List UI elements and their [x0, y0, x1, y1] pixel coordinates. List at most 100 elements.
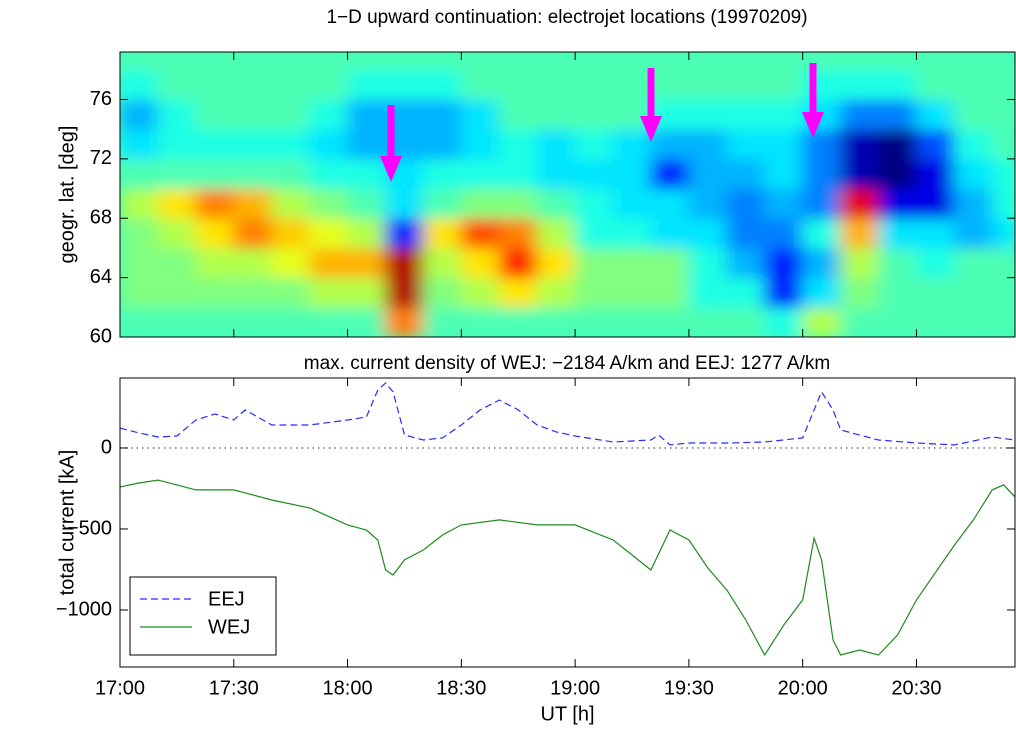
heatmap-cell [764, 277, 804, 308]
x-tick-label: 20:00 [778, 677, 828, 699]
heatmap-cell [498, 128, 538, 160]
heatmap-cell [347, 188, 387, 219]
heatmap-cell [309, 247, 349, 279]
heatmap-cell [915, 69, 955, 100]
heatmap-cell [574, 188, 614, 219]
plot-frame [119, 377, 1016, 668]
heatmap-cell [726, 99, 766, 130]
heatmap-cell [385, 69, 424, 100]
heatmap-cell [802, 247, 842, 279]
heatmap-cell [385, 52, 424, 71]
heatmap-cell [574, 69, 614, 100]
heatmap-cell [764, 188, 804, 219]
heatmap-cell [877, 52, 917, 71]
heatmap-cell [233, 99, 273, 130]
y-axis-label: total current [kA] [56, 450, 78, 596]
heatmap-cell [612, 306, 652, 337]
heatmap-cell [347, 277, 387, 308]
x-tick-label: 20:30 [891, 677, 941, 699]
legend-box [129, 576, 277, 656]
heatmap-cell [498, 69, 538, 100]
heatmap-cell [612, 277, 652, 308]
heatmap-cell [536, 52, 576, 71]
heatmap-cell [802, 52, 842, 71]
heatmap-cell [309, 128, 349, 160]
heatmap-cell [309, 188, 349, 219]
arrow-head [640, 116, 662, 142]
heatmap-cell [877, 158, 917, 190]
heatmap-cell [422, 247, 462, 279]
heatmap-cell [498, 158, 538, 190]
heatmap-cell [271, 277, 311, 308]
heatmap-cell [271, 69, 311, 100]
heatmap-cell [347, 158, 387, 190]
x-tick-label: 17:30 [209, 677, 259, 699]
heatmap-cell [574, 158, 614, 190]
heatmap-cell [460, 306, 500, 337]
heatmap-cell [726, 188, 766, 219]
heatmap-cell [460, 247, 500, 279]
heatmap-cell [536, 277, 576, 308]
y-tick-label: 0 [101, 436, 112, 458]
heatmap-cell [991, 52, 1015, 71]
heatmap-cell [309, 69, 349, 100]
heatmap-cell [195, 158, 235, 190]
heatmap-cell [309, 158, 349, 190]
heatmap-cell [764, 306, 804, 337]
heatmap-cell [877, 188, 917, 219]
heatmap-cell [991, 277, 1015, 308]
heatmap-cell [953, 99, 993, 130]
heatmap-cell [422, 99, 462, 130]
heatmap-cell [120, 128, 159, 160]
heatmap-cell [120, 306, 159, 337]
heatmap-cell [650, 52, 690, 71]
legend-label: WEJ [208, 616, 250, 638]
heatmap-cell [195, 128, 235, 160]
heatmap-cell [877, 277, 917, 308]
heatmap-cell [802, 277, 842, 308]
heatmap-cell [991, 217, 1015, 249]
heatmap-cell [347, 128, 387, 160]
heatmap-cell [460, 99, 500, 130]
heatmap-cell [157, 188, 197, 219]
heatmap-cell [915, 306, 955, 337]
heatmap-cell [612, 158, 652, 190]
heatmap-cell [498, 188, 538, 219]
heatmap-cell [536, 69, 576, 100]
heatmap-cell [157, 247, 197, 279]
heatmap-cell [764, 69, 804, 100]
heatmap-cell [385, 277, 424, 308]
heatmap-cell [347, 69, 387, 100]
heatmap-cell [271, 128, 311, 160]
heatmap-cell [120, 247, 159, 279]
heatmap-cell [991, 128, 1015, 160]
heatmap-cell [953, 217, 993, 249]
heatmap-cell [574, 128, 614, 160]
heatmap-cell [764, 99, 804, 130]
arrows [380, 63, 824, 182]
heatmap-cell [233, 277, 273, 308]
heatmap-cell [460, 188, 500, 219]
heatmap-cell [688, 247, 728, 279]
heatmap-cell [498, 217, 538, 249]
series-line [120, 479, 1015, 657]
heatmap-cell [840, 158, 879, 190]
heatmap-cell [157, 52, 197, 71]
heatmap-cell [688, 52, 728, 71]
heatmap-cell [233, 69, 273, 100]
heatmap-cell [385, 306, 424, 337]
heatmap-cell [991, 247, 1015, 279]
heatmap-cell [195, 306, 235, 337]
y-tick-label: 76 [90, 88, 112, 110]
heatmap-cell [650, 128, 690, 160]
heatmap-cell [157, 158, 197, 190]
heatmap-cell [309, 306, 349, 337]
heatmap-cell [877, 128, 917, 160]
heatmap-cell [536, 128, 576, 160]
heatmap-cell [991, 188, 1015, 219]
heatmap-cell [802, 158, 842, 190]
x-tick-label: 17:00 [95, 677, 145, 699]
heatmap-cell [650, 69, 690, 100]
heatmap-cell [120, 69, 159, 100]
